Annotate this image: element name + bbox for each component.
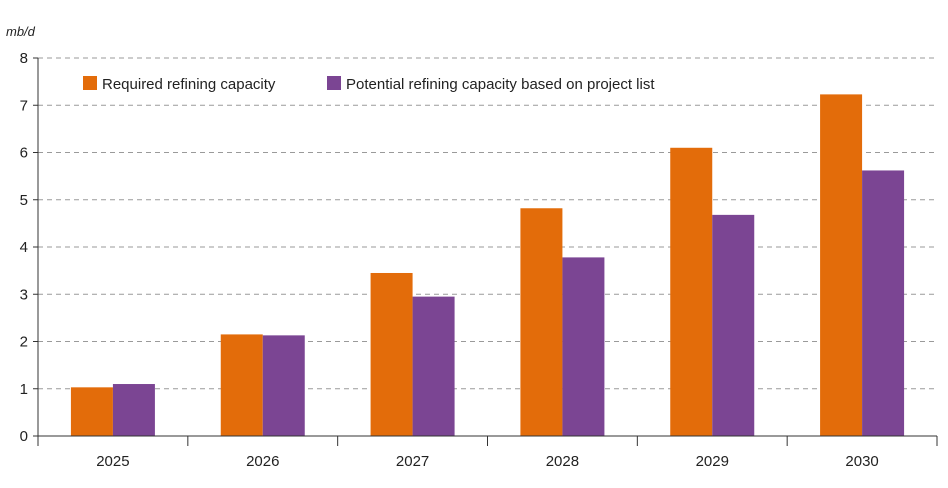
y-axis-unit-label: mb/d (6, 24, 36, 39)
bars (70, 94, 905, 436)
axes (33, 57, 938, 446)
x-tick-label: 2028 (546, 453, 579, 470)
bar-potential-2026 (262, 335, 305, 436)
y-tick-label: 5 (20, 192, 28, 209)
x-tick-label: 2027 (396, 453, 429, 470)
bar-required-2027 (370, 272, 413, 436)
y-tick-label: 1 (20, 381, 28, 398)
y-tick-label: 4 (20, 239, 28, 256)
y-tick-label: 2 (20, 334, 28, 351)
y-tick-label: 8 (20, 50, 28, 67)
y-tick-label: 3 (20, 286, 28, 303)
y-tick-label: 7 (20, 97, 28, 114)
legend-label: Potential refining capacity based on pro… (346, 76, 655, 93)
bar-required-2025 (70, 387, 113, 436)
x-tick-label: 2029 (696, 453, 729, 470)
bar-potential-2027 (412, 296, 455, 436)
x-tick-label: 2030 (845, 453, 878, 470)
y-tick-label: 0 (20, 428, 28, 445)
legend-swatch (327, 76, 341, 90)
bar-required-2026 (220, 334, 263, 436)
gridlines (38, 57, 937, 390)
tick-labels: 0 1 2 3 4 5 6 7 8 2025 2026 2027 2028 2029 2030 (20, 50, 879, 470)
bar-potential-2030 (862, 170, 905, 436)
legend-swatch (83, 76, 97, 90)
legend: Required refining capacity Potential refi… (83, 76, 655, 93)
bar-required-2028 (520, 208, 563, 436)
bar-potential-2028 (562, 257, 605, 436)
bar-potential-2025 (112, 384, 155, 436)
bar-required-2029 (670, 147, 713, 436)
x-tick-label: 2026 (246, 453, 279, 470)
x-tick-label: 2025 (96, 453, 129, 470)
y-tick-label: 6 (20, 145, 28, 162)
bar-required-2030 (820, 94, 863, 436)
legend-label: Required refining capacity (102, 76, 276, 93)
bar-potential-2029 (712, 214, 755, 436)
